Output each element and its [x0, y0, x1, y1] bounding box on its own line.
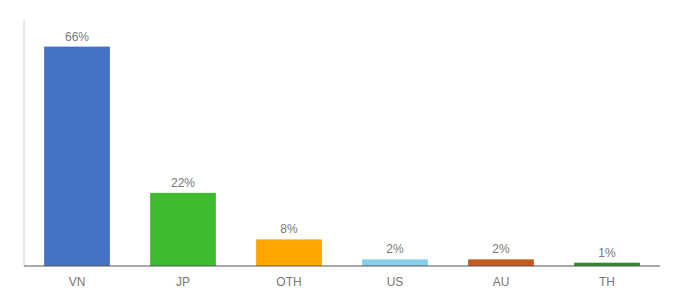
x-tick-label: JP	[176, 275, 190, 289]
data-label: 66%	[65, 30, 89, 44]
data-label: 22%	[171, 176, 195, 190]
data-label: 2%	[492, 242, 510, 256]
x-tick-labels: VN JP OTH US AU TH	[69, 275, 615, 289]
bar	[150, 193, 216, 266]
data-label: 8%	[280, 222, 298, 236]
x-tick-label: TH	[599, 275, 615, 289]
x-tick-label: US	[387, 275, 404, 289]
x-tick-label: AU	[493, 275, 510, 289]
bar	[362, 259, 428, 266]
page: {"chart_data": {"type": "bar", "categori…	[0, 0, 680, 300]
data-label: 1%	[598, 246, 616, 260]
x-axis-line	[24, 266, 660, 267]
bar	[44, 47, 110, 266]
data-labels: 66% 22% 8% 2% 2% 1%	[65, 30, 616, 260]
x-tick-label: VN	[69, 275, 86, 289]
bars	[44, 47, 640, 266]
chart-container: 66% 22% 8% 2% 2% 1% VN JP OTH US AU TH	[0, 0, 680, 300]
chart-svg: 66% 22% 8% 2% 2% 1% VN JP OTH US AU TH	[0, 0, 680, 300]
bar	[468, 259, 534, 266]
x-tick-label: OTH	[276, 275, 301, 289]
data-label: 2%	[386, 242, 404, 256]
bar	[256, 239, 322, 266]
y-axis-line	[24, 20, 25, 266]
